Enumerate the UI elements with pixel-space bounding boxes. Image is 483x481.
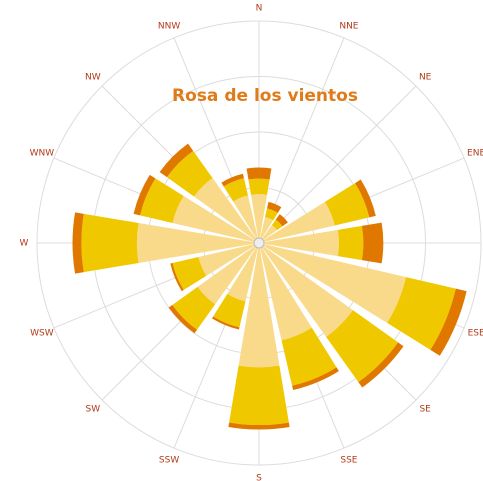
rose-segment — [228, 422, 290, 430]
direction-label: NNE — [339, 21, 358, 31]
rose-segment — [168, 304, 198, 334]
rose-segment — [248, 178, 270, 195]
center-dot — [253, 237, 265, 249]
rose-segment — [326, 310, 399, 383]
direction-label: WSW — [30, 328, 54, 338]
rose-segment — [355, 179, 376, 218]
rose-segment — [337, 225, 364, 261]
rose-segment — [172, 196, 259, 243]
rose-segment — [221, 173, 244, 187]
rose-segment — [172, 286, 216, 330]
direction-label: ENE — [467, 149, 483, 159]
rose-segment — [212, 316, 240, 330]
rose-segment — [193, 177, 259, 243]
rose-segment — [271, 219, 283, 231]
direction-label: W — [20, 239, 29, 249]
rose-segment — [159, 143, 194, 178]
direction-label: N — [256, 4, 263, 14]
rose-segment — [227, 243, 259, 302]
rose-segment — [265, 208, 278, 221]
rose-segment — [233, 195, 259, 243]
direction-label: SW — [86, 405, 101, 415]
rose-segment — [259, 243, 312, 341]
rose-segment — [259, 243, 407, 323]
rose-segment — [259, 229, 339, 257]
direction-label: NNW — [158, 21, 180, 31]
chart-title: Rosa de los vientos — [172, 86, 358, 106]
rose-segment — [238, 243, 280, 368]
rose-segment — [136, 222, 259, 264]
rose-segment — [172, 257, 207, 290]
rose-segment — [223, 178, 248, 202]
direction-label: WNW — [30, 149, 55, 159]
rose-segment — [267, 201, 282, 213]
rose-segment — [324, 183, 370, 226]
rose-segment — [197, 243, 259, 305]
rose-segment — [259, 224, 278, 243]
rose-segment — [259, 217, 274, 243]
rose-segment — [229, 365, 289, 426]
rose-segment — [361, 222, 384, 264]
rose-segment — [140, 178, 184, 223]
rose-segment — [81, 213, 139, 273]
rose-segment — [281, 327, 337, 386]
rose-segment — [259, 201, 335, 243]
rose-segment — [250, 194, 268, 243]
rose-segment — [198, 243, 259, 276]
direction-label: S — [256, 474, 262, 481]
rose-segment — [358, 342, 404, 388]
rose-segment — [275, 214, 288, 227]
rose-segment — [133, 174, 156, 216]
direction-label: NW — [85, 72, 101, 82]
rose-segment — [72, 212, 84, 274]
direction-label: SE — [419, 405, 431, 415]
grid-spoke — [258, 85, 417, 244]
rose-segment — [259, 243, 353, 337]
rose-segment — [387, 277, 456, 350]
rose-segment — [292, 367, 339, 391]
rose-segment — [170, 263, 184, 292]
rose-segment — [166, 150, 213, 197]
direction-label: SSW — [159, 456, 179, 466]
rose-segment — [430, 288, 467, 356]
direction-label: NE — [419, 72, 432, 82]
rose-segment — [246, 167, 272, 180]
direction-label: SSE — [340, 456, 357, 466]
rose-segment — [213, 293, 246, 328]
direction-label: ESE — [468, 328, 483, 338]
